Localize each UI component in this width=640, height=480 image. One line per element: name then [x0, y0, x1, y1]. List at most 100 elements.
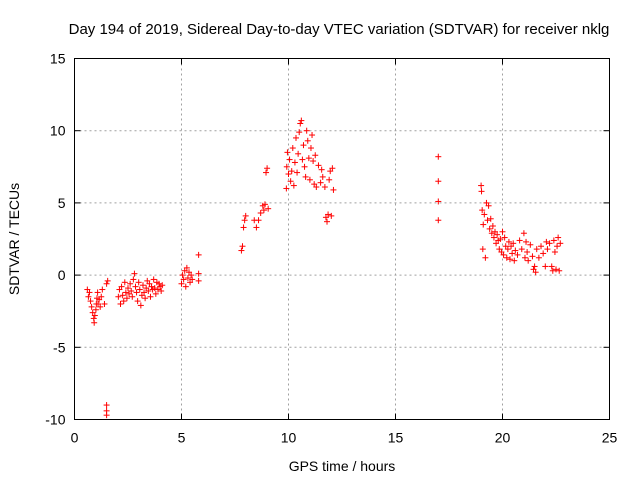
- data-point: [435, 217, 442, 224]
- x-tick-label: 15: [388, 430, 404, 446]
- data-point: [317, 179, 324, 186]
- data-point: [478, 182, 485, 189]
- y-tick-label: 15: [50, 51, 66, 67]
- data-point: [115, 293, 122, 300]
- data-point: [91, 312, 98, 319]
- data-point: [127, 280, 134, 287]
- data-point: [546, 240, 553, 247]
- data-point: [556, 267, 563, 274]
- data-point: [435, 198, 442, 205]
- data-point: [326, 176, 333, 183]
- data-point: [296, 129, 303, 136]
- data-point: [263, 169, 270, 176]
- data-point: [503, 254, 510, 261]
- data-point: [148, 283, 155, 290]
- data-point: [321, 184, 328, 191]
- y-tick-label: 5: [58, 195, 66, 211]
- data-point: [512, 247, 519, 254]
- x-tick-label: 0: [71, 430, 79, 446]
- data-point: [283, 163, 290, 170]
- grid: [74, 58, 610, 420]
- data-point: [195, 277, 202, 284]
- data-point: [152, 290, 159, 297]
- data-point: [97, 303, 104, 310]
- data-point: [189, 276, 196, 283]
- data-point: [313, 184, 320, 191]
- data-point: [132, 283, 139, 290]
- data-point: [92, 306, 99, 313]
- data-point: [288, 168, 295, 175]
- data-point: [242, 212, 249, 219]
- data-point: [489, 223, 496, 230]
- data-point: [302, 173, 309, 180]
- x-axis-label: GPS time / hours: [289, 458, 396, 474]
- data-point: [103, 412, 110, 419]
- data-point: [485, 202, 492, 209]
- data-point: [325, 211, 332, 218]
- data-point: [490, 234, 497, 241]
- data-point: [137, 302, 144, 309]
- data-point: [131, 270, 138, 277]
- data-point: [524, 248, 531, 255]
- data-point: [85, 293, 92, 300]
- data-point: [130, 276, 137, 283]
- data-point: [286, 156, 293, 163]
- data-point: [549, 267, 556, 274]
- data-point: [304, 137, 311, 144]
- data-point: [120, 298, 127, 305]
- data-point: [501, 234, 508, 241]
- data-point: [265, 205, 272, 212]
- data-point: [121, 279, 128, 286]
- data-point: [255, 217, 262, 224]
- data-points: [84, 117, 564, 419]
- data-point: [182, 283, 189, 290]
- data-point: [156, 280, 163, 287]
- data-point: [298, 117, 305, 124]
- data-point: [133, 289, 140, 296]
- data-point: [129, 293, 136, 300]
- data-point: [554, 243, 561, 250]
- data-point: [481, 211, 488, 218]
- data-point: [240, 224, 247, 231]
- data-point: [310, 158, 317, 165]
- data-point: [553, 266, 559, 273]
- data-point: [123, 295, 130, 302]
- data-point: [98, 293, 105, 300]
- x-tick-label: 10: [281, 430, 297, 446]
- data-point: [551, 248, 558, 255]
- data-point: [309, 132, 316, 139]
- axis-ticks: [74, 58, 610, 420]
- data-point: [532, 269, 539, 276]
- data-point: [548, 263, 555, 270]
- data-point: [523, 238, 530, 245]
- data-point: [101, 300, 108, 307]
- data-point: [294, 169, 301, 176]
- y-tick-label: -5: [53, 339, 66, 355]
- data-point: [183, 264, 190, 271]
- data-point: [435, 153, 442, 160]
- data-point: [315, 162, 322, 169]
- data-point: [91, 319, 98, 326]
- data-point: [103, 280, 110, 287]
- data-point: [292, 134, 299, 141]
- data-point: [514, 251, 521, 258]
- data-point: [86, 289, 93, 296]
- data-point: [504, 246, 511, 253]
- data-point: [88, 303, 95, 310]
- data-point: [104, 277, 111, 284]
- data-point: [117, 300, 124, 307]
- data-point: [301, 163, 308, 170]
- data-point: [145, 287, 152, 294]
- data-point: [318, 166, 325, 173]
- data-point: [287, 178, 294, 185]
- data-point: [511, 257, 518, 264]
- data-point: [538, 243, 545, 250]
- x-tick-label: 20: [495, 430, 511, 446]
- data-point: [329, 165, 336, 172]
- data-point: [478, 188, 485, 195]
- data-point: [303, 127, 310, 134]
- data-point: [297, 120, 304, 127]
- data-point: [253, 224, 260, 231]
- data-point: [497, 236, 504, 242]
- data-point: [494, 231, 501, 238]
